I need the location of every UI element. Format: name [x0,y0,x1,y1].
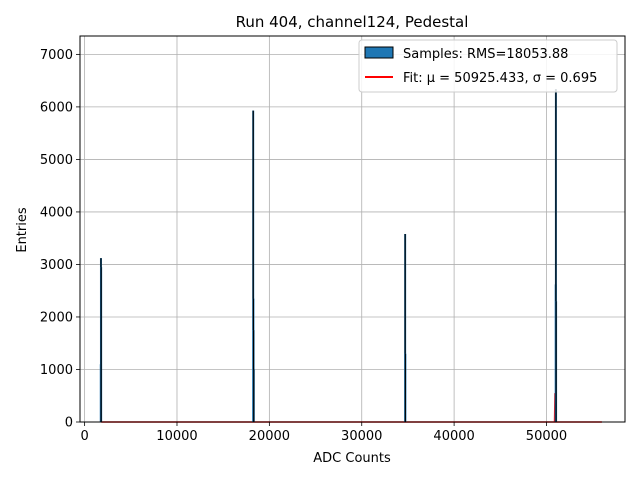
grid-lines [80,36,625,423]
y-tick-label: 3000 [40,258,73,273]
y-axis-label: Entries [15,207,30,253]
x-axis-ticks: 0 10000 20000 30000 40000 50000 [80,422,567,444]
x-tick-label: 0 [80,429,88,444]
x-tick-label: 40000 [433,429,474,444]
fit-curve-layer [101,393,602,423]
y-tick-label: 5000 [40,153,73,168]
chart-title: Run 404, channel124, Pedestal [236,13,469,31]
y-tick-label: 6000 [40,100,73,115]
x-tick-label: 20000 [249,429,290,444]
x-tick-label: 50000 [526,429,567,444]
legend-label-samples: Samples: RMS=18053.88 [403,47,568,62]
y-tick-label: 0 [65,416,73,431]
plot-frame [79,35,626,423]
y-tick-label: 4000 [40,205,73,220]
y-tick-label: 1000 [40,363,73,378]
y-axis-ticks: 0 1000 2000 3000 4000 5000 6000 7000 [40,48,80,431]
fit-curve [101,393,602,423]
x-tick-label: 10000 [156,429,197,444]
legend-box [358,39,618,93]
y-tick-label: 7000 [40,48,73,63]
x-axis-label: ADC Counts [313,451,391,466]
histogram-bars [99,89,558,422]
legend: Samples: RMS=18053.88 Fit: μ = 50925.433… [358,39,618,93]
y-tick-label: 2000 [40,310,73,325]
legend-swatch-samples [364,46,394,59]
x-tick-label: 30000 [341,429,382,444]
legend-label-fit: Fit: μ = 50925.433, σ = 0.695 [403,71,597,86]
